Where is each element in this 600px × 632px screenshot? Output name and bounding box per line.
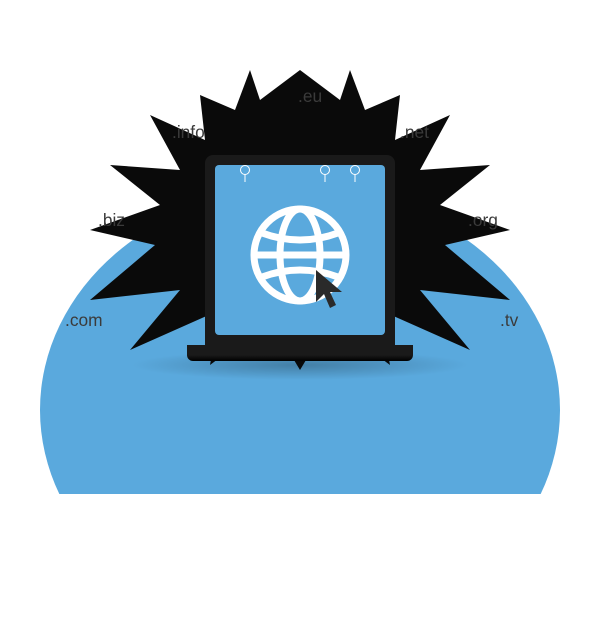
tld-label-info: .info <box>172 122 205 143</box>
tld-label-org: .org <box>468 210 498 231</box>
hanger-dot <box>240 165 250 175</box>
tld-label-biz: .biz <box>98 210 125 231</box>
tld-label-net: .net <box>400 122 429 143</box>
cursor-icon <box>312 268 356 317</box>
tld-label-eu: .eu <box>298 86 322 107</box>
tld-label-tv: .tv <box>500 310 518 331</box>
hanger-dot <box>350 165 360 175</box>
infographic-stage: .com .biz .info .eu .net .org .tv <box>0 0 600 500</box>
hanger-dot <box>320 165 330 175</box>
laptop <box>205 155 395 355</box>
tld-label-com: .com <box>65 310 103 331</box>
laptop-base <box>187 345 413 355</box>
laptop-screen <box>215 165 385 335</box>
